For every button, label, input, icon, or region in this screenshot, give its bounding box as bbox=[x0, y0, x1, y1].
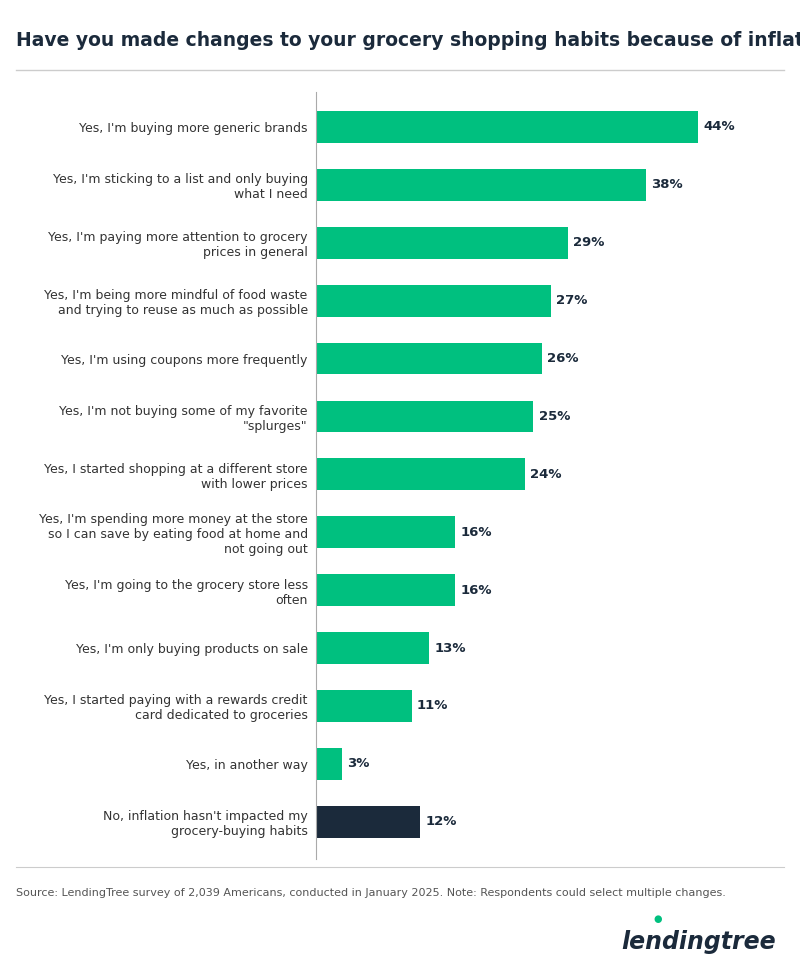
Text: Have you made changes to your grocery shopping habits because of inflation?: Have you made changes to your grocery sh… bbox=[16, 31, 800, 50]
Text: 24%: 24% bbox=[530, 468, 562, 481]
Bar bbox=[316, 806, 420, 838]
Text: 12%: 12% bbox=[426, 816, 457, 828]
Bar bbox=[316, 285, 550, 317]
Text: 11%: 11% bbox=[417, 699, 448, 713]
Text: 25%: 25% bbox=[538, 410, 570, 423]
Bar bbox=[316, 690, 412, 721]
Text: 26%: 26% bbox=[547, 352, 578, 365]
Text: 38%: 38% bbox=[651, 179, 683, 191]
Bar bbox=[316, 574, 455, 606]
Bar bbox=[316, 632, 429, 664]
Bar bbox=[316, 458, 525, 490]
Bar bbox=[316, 343, 542, 375]
Bar bbox=[316, 227, 568, 258]
Bar bbox=[316, 111, 698, 143]
Text: 16%: 16% bbox=[460, 584, 492, 596]
Bar bbox=[316, 748, 342, 780]
Text: ●: ● bbox=[654, 915, 662, 924]
Text: 13%: 13% bbox=[434, 642, 466, 654]
Text: 44%: 44% bbox=[704, 120, 735, 133]
Text: 27%: 27% bbox=[556, 294, 587, 307]
Bar bbox=[316, 517, 455, 549]
Bar bbox=[316, 169, 646, 201]
Text: Source: LendingTree survey of 2,039 Americans, conducted in January 2025. Note: : Source: LendingTree survey of 2,039 Amer… bbox=[16, 888, 726, 898]
Text: lendingtree: lendingtree bbox=[622, 929, 776, 954]
Text: 16%: 16% bbox=[460, 525, 492, 539]
Text: 3%: 3% bbox=[347, 757, 370, 770]
Text: 29%: 29% bbox=[574, 236, 605, 250]
Bar bbox=[316, 400, 534, 432]
